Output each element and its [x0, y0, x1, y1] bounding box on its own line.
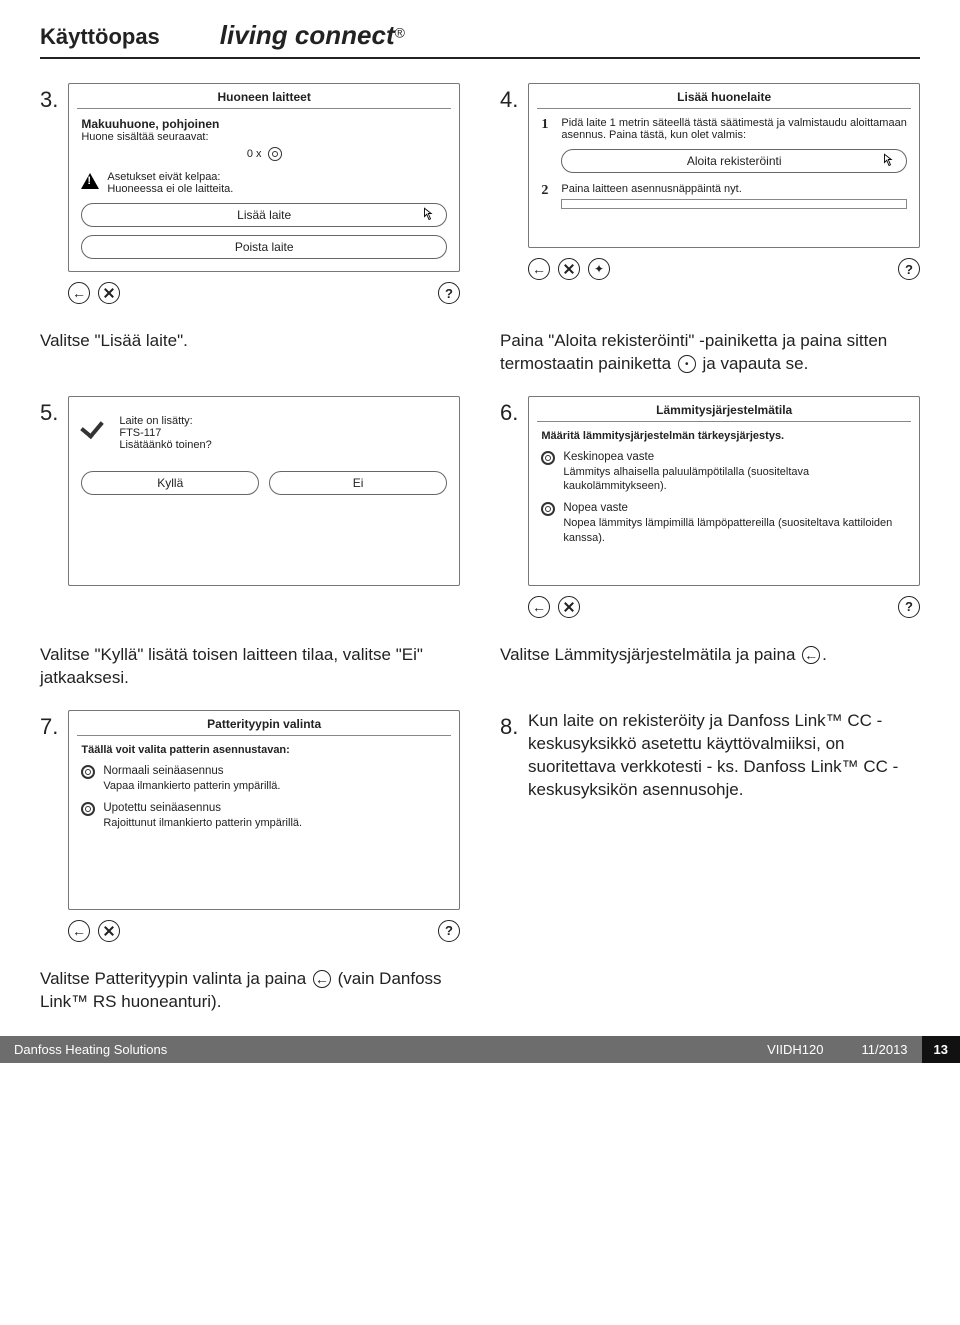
step-6-title: Lämmitysjärjestelmätila	[537, 403, 911, 422]
step-6-instruction: Valitse Lämmitysjärjestelmätila ja paina…	[500, 644, 920, 667]
heating-option-1[interactable]: Keskinopea vaste Lämmitys alhaisella pal…	[541, 450, 907, 494]
step-3-subtitle: Makuuhuone, pohjoinen	[81, 117, 447, 131]
close-icon[interactable]	[558, 596, 580, 618]
opt1-title: Normaali seinäasennus	[103, 764, 280, 779]
step-4-title: Lisää huonelaite	[537, 90, 911, 109]
step-7-instruction: Valitse Patterityypin valinta ja paina (…	[40, 968, 460, 1014]
add-device-button[interactable]: Lisää laite	[81, 203, 447, 227]
step-3-contains: Huone sisältää seuraavat:	[81, 131, 447, 143]
radio-icon	[81, 802, 95, 816]
step-4-number: 4.	[500, 87, 518, 113]
radio-icon	[541, 502, 555, 516]
add-device-label: Lisää laite	[237, 208, 291, 222]
progress-indicator	[561, 199, 907, 209]
opt2-title: Nopea vaste	[563, 501, 907, 516]
help-icon[interactable]	[438, 282, 460, 304]
step-3-panel: Huoneen laitteet Makuuhuone, pohjoinen H…	[68, 83, 460, 272]
back-icon[interactable]	[68, 920, 90, 942]
step-5-number: 5.	[40, 400, 58, 426]
substep-1-text: Pidä laite 1 metrin säteellä tästä sääti…	[561, 117, 907, 141]
opt2-title: Upotettu seinäasennus	[103, 801, 302, 816]
manual-title: Käyttöopas	[40, 24, 160, 50]
remove-device-label: Poista laite	[235, 240, 294, 254]
step-5-panel: Laite on lisätty: FTS-117 Lisätäänkö toi…	[68, 396, 460, 586]
added-line-2: FTS-117	[119, 427, 211, 439]
step-7-subtitle: Täällä voit valita patterin asennustavan…	[81, 744, 447, 756]
help-icon[interactable]	[898, 596, 920, 618]
thermostat-button-icon	[678, 355, 696, 373]
back-icon[interactable]	[528, 258, 550, 280]
back-icon[interactable]	[528, 596, 550, 618]
radiator-option-1[interactable]: Normaali seinäasennus Vapaa ilmankierto …	[81, 764, 447, 793]
step-3-title: Huoneen laitteet	[77, 90, 451, 109]
footer-docid: VIIDH120	[743, 1036, 847, 1063]
step-5-instruction: Valitse "Kyllä" lisätä toisen laitteen t…	[40, 644, 460, 690]
added-line-3: Lisätäänkö toinen?	[119, 439, 211, 451]
heating-option-2[interactable]: Nopea vaste Nopea lämmitys lämpimillä lä…	[541, 501, 907, 545]
warning-line-2: Huoneessa ei ole laitteita.	[107, 183, 233, 195]
step-6-number: 6.	[500, 400, 518, 426]
footer-page-number: 13	[922, 1036, 960, 1063]
radio-icon	[541, 451, 555, 465]
step-8-number: 8.	[500, 714, 518, 740]
pointer-icon	[420, 206, 438, 224]
device-icon	[268, 147, 282, 161]
substep-1-marker: 1	[541, 117, 553, 133]
page-footer: Danfoss Heating Solutions VIIDH120 11/20…	[0, 1036, 960, 1063]
close-icon[interactable]	[558, 258, 580, 280]
back-inline-icon	[313, 970, 331, 988]
remove-device-button[interactable]: Poista laite	[81, 235, 447, 259]
step-4-panel: Lisää huonelaite 1 Pidä laite 1 metrin s…	[528, 83, 920, 248]
radio-icon	[81, 765, 95, 779]
checkmark-icon	[81, 415, 109, 439]
product-title: living connect®	[220, 20, 405, 51]
opt2-body: Nopea lämmitys lämpimillä lämpöpattereil…	[563, 516, 907, 545]
start-registration-label: Aloita rekisteröinti	[687, 154, 782, 168]
product-name: living connect	[220, 20, 395, 50]
pointer-icon	[880, 152, 898, 170]
registered-mark: ®	[395, 25, 405, 41]
yes-button[interactable]: Kyllä	[81, 471, 259, 495]
opt1-title: Keskinopea vaste	[563, 450, 907, 465]
radiator-option-2[interactable]: Upotettu seinäasennus Rajoittunut ilmank…	[81, 801, 447, 830]
sparkle-icon[interactable]	[588, 258, 610, 280]
opt1-body: Lämmitys alhaisella paluulämpötilalla (s…	[563, 465, 907, 494]
opt1-body: Vapaa ilmankierto patterin ympärillä.	[103, 779, 280, 793]
opt2-body: Rajoittunut ilmankierto patterin ympäril…	[103, 816, 302, 830]
step-4-instruction: Paina "Aloita rekisteröinti" -painiketta…	[500, 330, 920, 376]
no-button[interactable]: Ei	[269, 471, 447, 495]
footer-company: Danfoss Heating Solutions	[0, 1036, 743, 1063]
start-registration-button[interactable]: Aloita rekisteröinti	[561, 149, 907, 173]
substep-2-marker: 2	[541, 183, 553, 199]
page-header: Käyttöopas living connect®	[40, 20, 920, 59]
step-7-panel: Patterityypin valinta Täällä voit valita…	[68, 710, 460, 910]
step-6-subtitle: Määritä lämmitysjärjestelmän tärkeysjärj…	[541, 430, 907, 442]
substep-2-text: Paina laitteen asennusnäppäintä nyt.	[561, 183, 907, 195]
help-icon[interactable]	[438, 920, 460, 942]
step-6-panel: Lämmitysjärjestelmätila Määritä lämmitys…	[528, 396, 920, 586]
step-3-instruction: Valitse "Lisää laite".	[40, 330, 460, 353]
back-icon[interactable]	[68, 282, 90, 304]
step-3-count: 0 x	[247, 148, 262, 160]
help-icon[interactable]	[898, 258, 920, 280]
close-icon[interactable]	[98, 920, 120, 942]
warning-line-1: Asetukset eivät kelpaa:	[107, 171, 233, 183]
yes-label: Kyllä	[157, 476, 183, 490]
close-icon[interactable]	[98, 282, 120, 304]
step-7-title: Patterityypin valinta	[77, 717, 451, 736]
step-8-text: Kun laite on rekisteröity ja Danfoss Lin…	[528, 710, 920, 802]
warning-icon	[81, 173, 99, 189]
step-3-number: 3.	[40, 87, 58, 113]
no-label: Ei	[353, 476, 364, 490]
footer-date: 11/2013	[848, 1036, 922, 1063]
back-inline-icon	[802, 646, 820, 664]
added-line-1: Laite on lisätty:	[119, 415, 211, 427]
step-7-number: 7.	[40, 714, 58, 740]
